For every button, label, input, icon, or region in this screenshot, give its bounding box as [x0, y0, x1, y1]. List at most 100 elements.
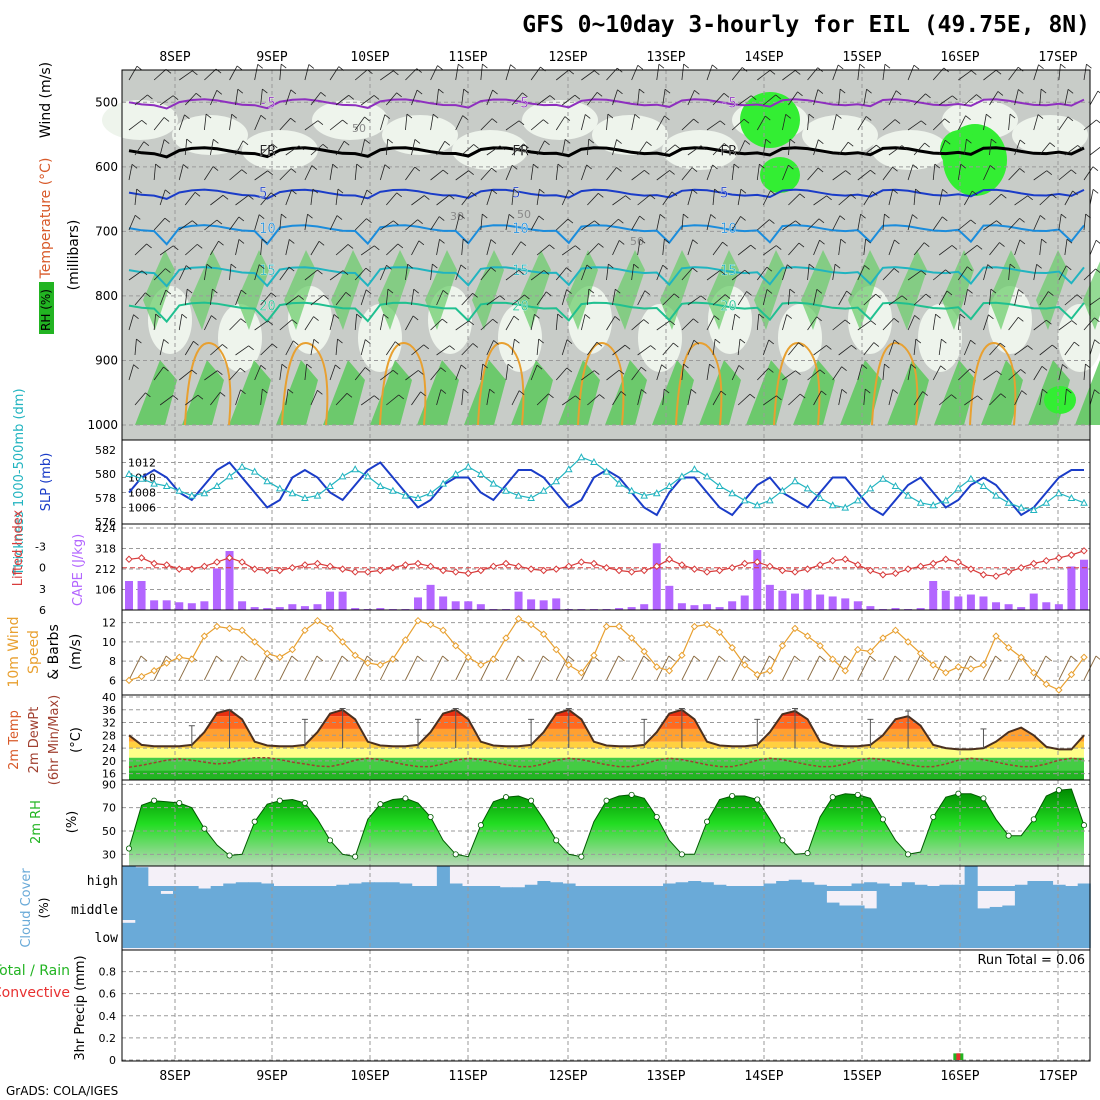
wind-barb [279, 214, 282, 231]
wind10-barb [832, 655, 846, 681]
wind-barb [788, 139, 791, 156]
wind-barb [983, 69, 997, 81]
wind-barb-flag [693, 339, 700, 345]
precip-ylabel-total: Total / Rain [0, 963, 70, 979]
wind-barb [411, 195, 425, 206]
lifted-point-71 [1017, 564, 1025, 572]
rh-saturated-patch [760, 157, 800, 193]
wind-barb-flag [826, 195, 832, 201]
wind-barb [807, 316, 817, 331]
wind-barb [631, 114, 636, 131]
wind-barb-flag [836, 114, 842, 119]
wind-barb-flag [313, 316, 319, 321]
wind-barb [907, 315, 915, 331]
wind-barb-flag [1096, 119, 1100, 124]
rh-moist-band [887, 360, 929, 425]
cape-bar-66 [954, 596, 963, 610]
precip-ytick-0.2: 0.2 [99, 1032, 117, 1045]
isotherm-10 [128, 224, 1085, 246]
thickness-point-53 [791, 477, 799, 485]
cloud-low-cell-5 [185, 920, 199, 948]
wind-barb-flag [438, 216, 445, 221]
wind-barb-flag [586, 264, 593, 270]
wind-barb [461, 239, 464, 256]
lifted-point-69 [992, 572, 1000, 580]
wind-barb-flag [490, 239, 497, 244]
rh-point-74 [1055, 787, 1062, 794]
thickness-ytick-576: 576 [95, 516, 116, 529]
wind-barb-flag [290, 89, 297, 95]
wind-speed-point-28 [477, 661, 485, 669]
wind-barb [210, 241, 219, 256]
wind-barb-flag [290, 117, 296, 123]
wind-barb [712, 189, 715, 206]
wind-speed-point-0 [125, 676, 133, 685]
cape-bar-49 [740, 595, 749, 610]
wind-barb [153, 366, 164, 381]
wind-barb-flag [620, 391, 627, 396]
wind-barb [857, 364, 863, 381]
cloud-middle-cell-5 [185, 891, 199, 920]
wind-speed-point-29 [489, 655, 498, 663]
cloud-low-cell-14 [298, 920, 312, 948]
wind10-barb [807, 655, 820, 681]
wind-barb [863, 191, 873, 206]
wind-barb-flag [335, 364, 341, 370]
wind-barb [285, 295, 299, 306]
wind10-barb-flag [718, 655, 726, 662]
wind-barb-flag [915, 188, 921, 194]
cape-bar-45 [690, 605, 699, 610]
wind-barb [637, 239, 641, 256]
cloud-middle-cell-59 [864, 908, 878, 920]
cloud-high-cell-18 [348, 883, 362, 891]
wind-barb-flag [290, 168, 297, 173]
cloud-middle-cell-29 [487, 891, 501, 920]
wind10-barb [882, 655, 896, 681]
wind-barb [279, 364, 283, 381]
wind-barb-flag [690, 389, 697, 394]
wind-barb [436, 89, 439, 106]
wind-barb-flag [490, 267, 497, 272]
cape-bar-5 [187, 603, 196, 610]
wind-barb-flag [1060, 213, 1067, 219]
wind-barb [907, 364, 912, 381]
lifted-point-27 [464, 569, 472, 578]
wind-ylabel-line3: & Barbs [46, 624, 62, 680]
cloud-low-cell-72 [1027, 920, 1041, 948]
thickness-point-45 [690, 465, 699, 473]
rh-light-patch [382, 115, 458, 155]
wind10-barb [1033, 655, 1047, 681]
cloud-low-cell-38 [600, 920, 614, 948]
wind-barb-flag [925, 93, 931, 99]
wind-barb-flag [870, 320, 877, 326]
wind-barb [329, 66, 340, 81]
wind-barb-flag [191, 220, 198, 225]
wind-barb-flag [507, 363, 514, 369]
thickness-point-44 [678, 472, 686, 480]
wind-barb [360, 139, 366, 156]
wind-barb-flag [440, 367, 447, 372]
wind-barb [857, 320, 872, 331]
wind-barb-flag [785, 114, 791, 119]
cloud-middle-cell-26 [449, 891, 463, 920]
wind-barb [637, 290, 646, 306]
wind-barb [1058, 320, 1072, 331]
wind-barb [279, 319, 293, 331]
wind-barb-flag [373, 95, 380, 100]
wind-barb [386, 192, 398, 206]
lifted-point-34 [552, 565, 560, 573]
wind-barb-flag [818, 139, 824, 145]
wind-barb [782, 164, 789, 181]
wind-barb [229, 114, 233, 131]
wind-barb-flag [694, 90, 700, 95]
cloud-high-cell-26 [449, 883, 463, 891]
wind-speed-point-76 [1080, 653, 1088, 661]
cloud-ylabel-unit: (%) [37, 898, 51, 919]
thickness-point-19 [363, 472, 372, 480]
cloud-high-cell-48 [725, 886, 739, 891]
wind-barb-flag [816, 316, 822, 322]
wind-barb-flag [819, 369, 826, 375]
wind-barb [1033, 319, 1047, 331]
wind-barb-flag [442, 169, 449, 175]
wind-barb [153, 268, 166, 281]
